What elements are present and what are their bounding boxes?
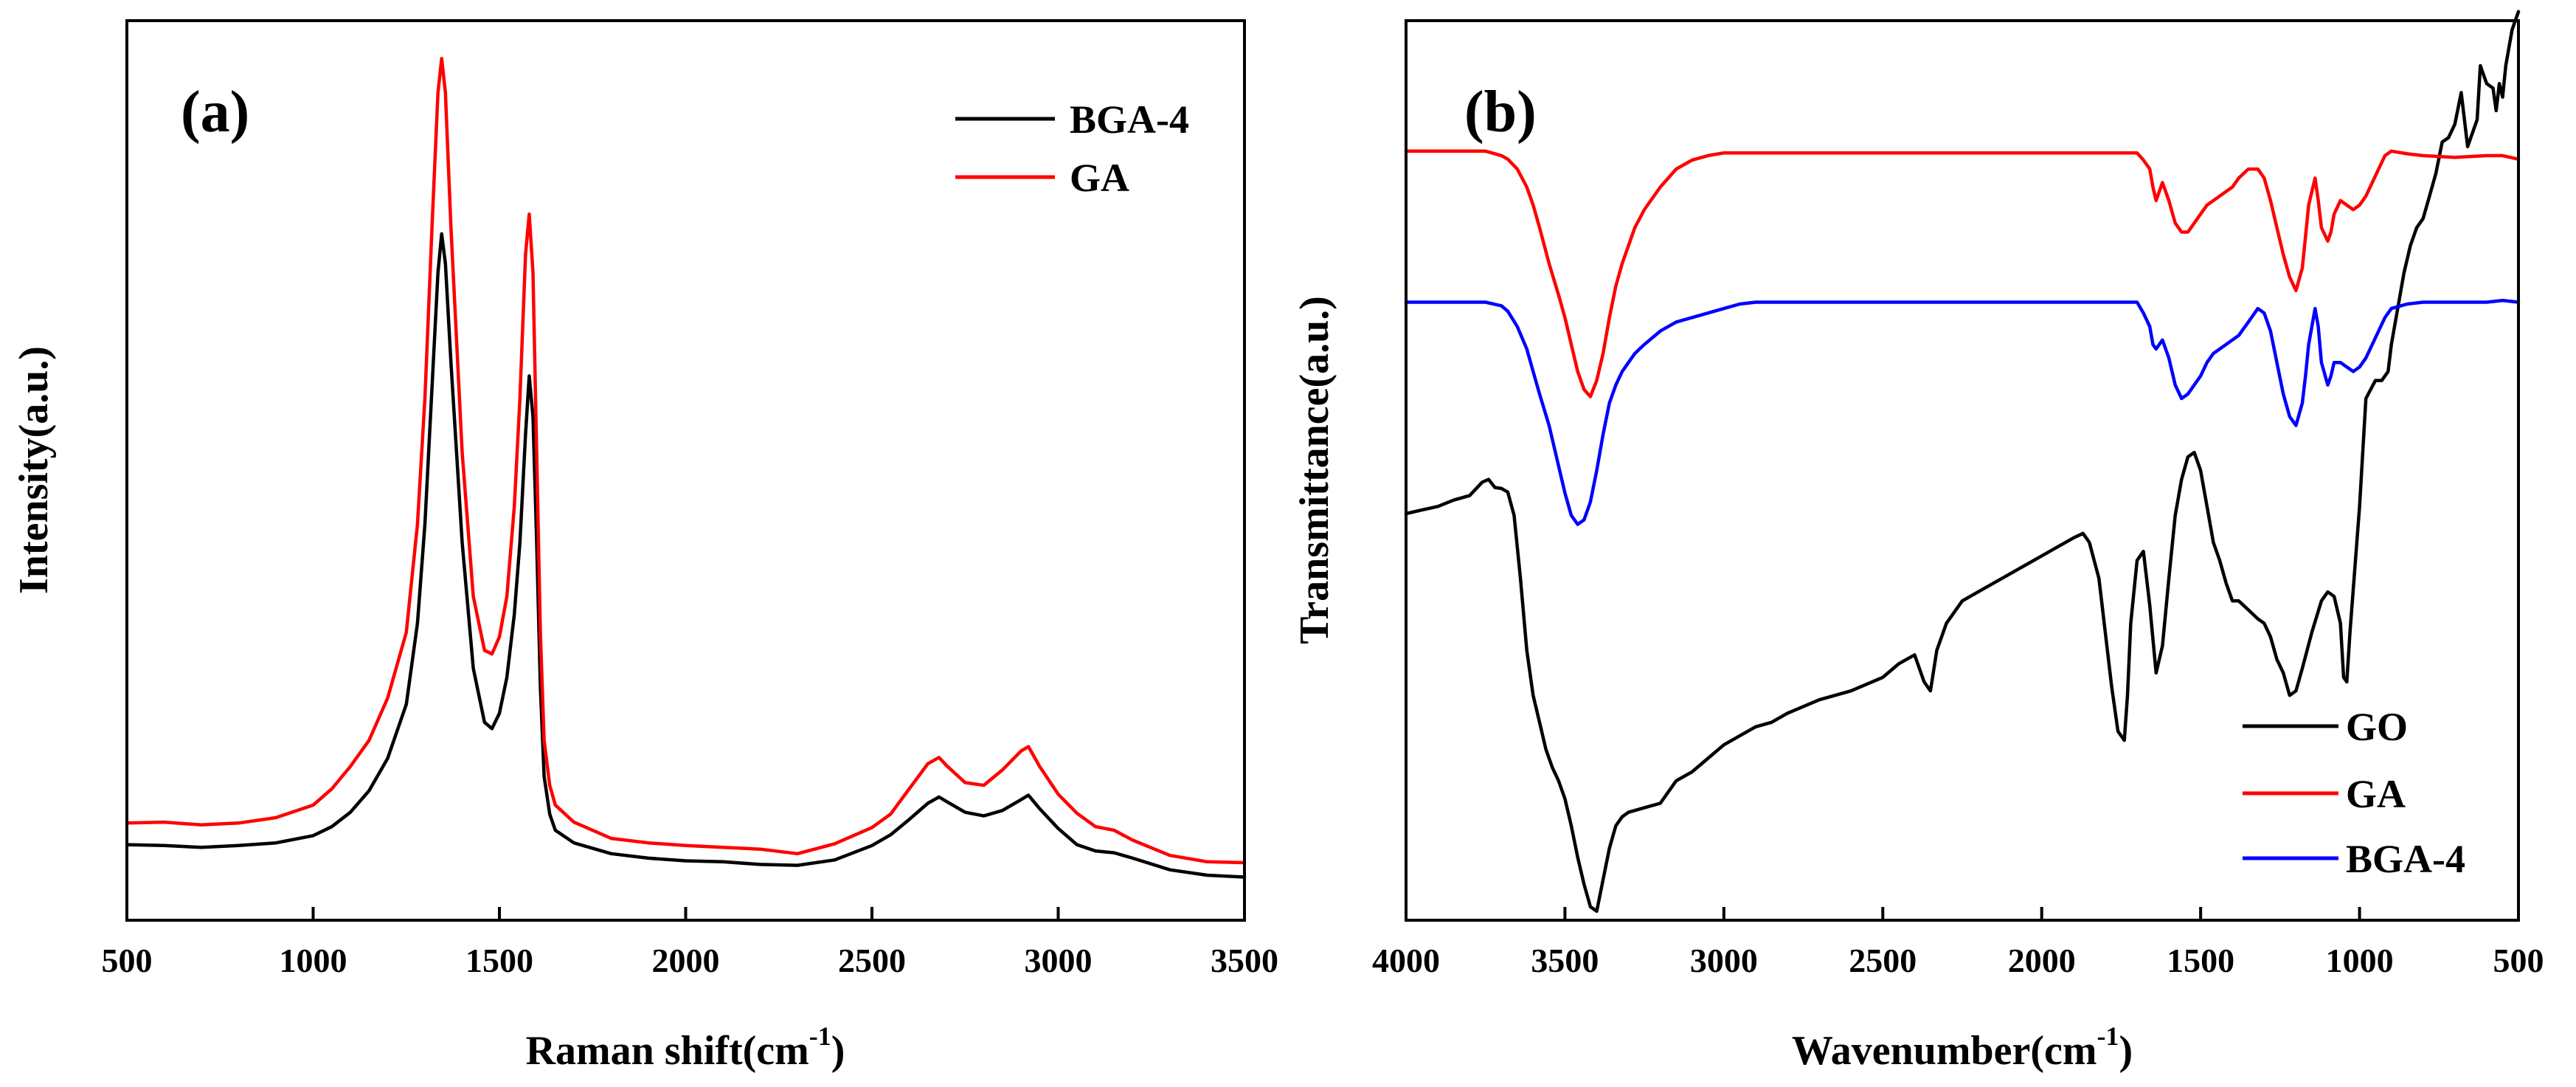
panel-b-legend: GO GA BGA-4 (2243, 705, 2465, 881)
panel-b-ticks-group: 4000 3500 3000 2500 2000 1500 1000 500 (1372, 907, 2544, 979)
panel-a-raman-chart: 500 1000 1500 2000 2500 3000 3500 (a) BGA-4 GA… (11, 19, 1278, 1074)
panel-a-series-group (125, 56, 1247, 879)
panel-a-ticks-group: 500 1000 1500 2000 2500 3000 3500 (102, 907, 1278, 979)
panel-b-x-tick-label-500: 500 (2493, 942, 2544, 979)
panel-b-x-tick-label-2000: 2000 (2008, 942, 2076, 979)
panel-b-plot-frame (1405, 19, 2520, 922)
legend-label-ga: GA (2346, 772, 2406, 816)
panel-a-x-tick-label-3000: 3000 (1025, 942, 1093, 979)
panel-a-x-axis-label-close: ) (831, 1028, 845, 1074)
panel-a-x-tick-label-500: 500 (102, 942, 153, 979)
panel-a-x-axis-label: Raman shift(cm-1) (526, 1021, 845, 1074)
panel-b-x-axis-label-main: Wavenumber(cm (1792, 1028, 2097, 1074)
panel-b-ftir-chart: 4000 3500 3000 2500 2000 1500 1000 500 (b) GO G… (1292, 10, 2544, 1074)
panel-b-x-axis-label-superscript: -1 (2097, 1021, 2119, 1051)
panel-b-series-group (1404, 10, 2521, 914)
panel-a-x-tick-label-2500: 2500 (838, 942, 906, 979)
panel-b-series-bga-4 (1404, 298, 2521, 526)
panel-b-x-tick-label-2500: 2500 (1849, 942, 1917, 979)
panel-b-series-ga (1404, 149, 2521, 398)
panel-a-x-tick-label-1000: 1000 (280, 942, 347, 979)
panel-b-x-tick-label-3000: 3000 (1690, 942, 1758, 979)
legend-label-bga-4: BGA-4 (1070, 97, 1189, 142)
panel-b-x-tick-label-4000: 4000 (1372, 942, 1440, 979)
legend-label-go: GO (2346, 705, 2408, 749)
legend-label-ga: GA (1070, 156, 1129, 200)
panel-b-x-tick-label-1000: 1000 (2326, 942, 2394, 979)
panel-a-x-tick-label-2000: 2000 (652, 942, 720, 979)
panel-a-y-axis-label: Intensity(a.u.) (11, 346, 57, 594)
panel-b-x-axis-label: Wavenumber(cm-1) (1792, 1021, 2133, 1074)
panel-a-x-axis-label-superscript: -1 (809, 1021, 831, 1051)
panel-a-series-ga (125, 56, 1247, 865)
legend-label-bga-4: BGA-4 (2346, 837, 2465, 881)
panel-a-legend: BGA-4 GA (955, 97, 1189, 200)
panel-b-x-tick-label-1500: 1500 (2167, 942, 2234, 979)
panel-b-x-axis-label-close: ) (2119, 1028, 2133, 1074)
panel-a-x-axis-label-main: Raman shift(cm (526, 1028, 809, 1074)
panel-a-x-tick-label-1500: 1500 (465, 942, 533, 979)
panel-b-x-tick-label-3500: 3500 (1531, 942, 1599, 979)
panel-b-label: (b) (1464, 80, 1537, 145)
panel-a-plot-frame (125, 19, 1246, 922)
panel-b-y-axis-label: Transmittance(a.u.) (1292, 296, 1337, 644)
panel-a-x-tick-label-3500: 3500 (1211, 942, 1278, 979)
panel-a-label: (a) (181, 80, 249, 145)
panel-b-series-go (1404, 10, 2521, 914)
